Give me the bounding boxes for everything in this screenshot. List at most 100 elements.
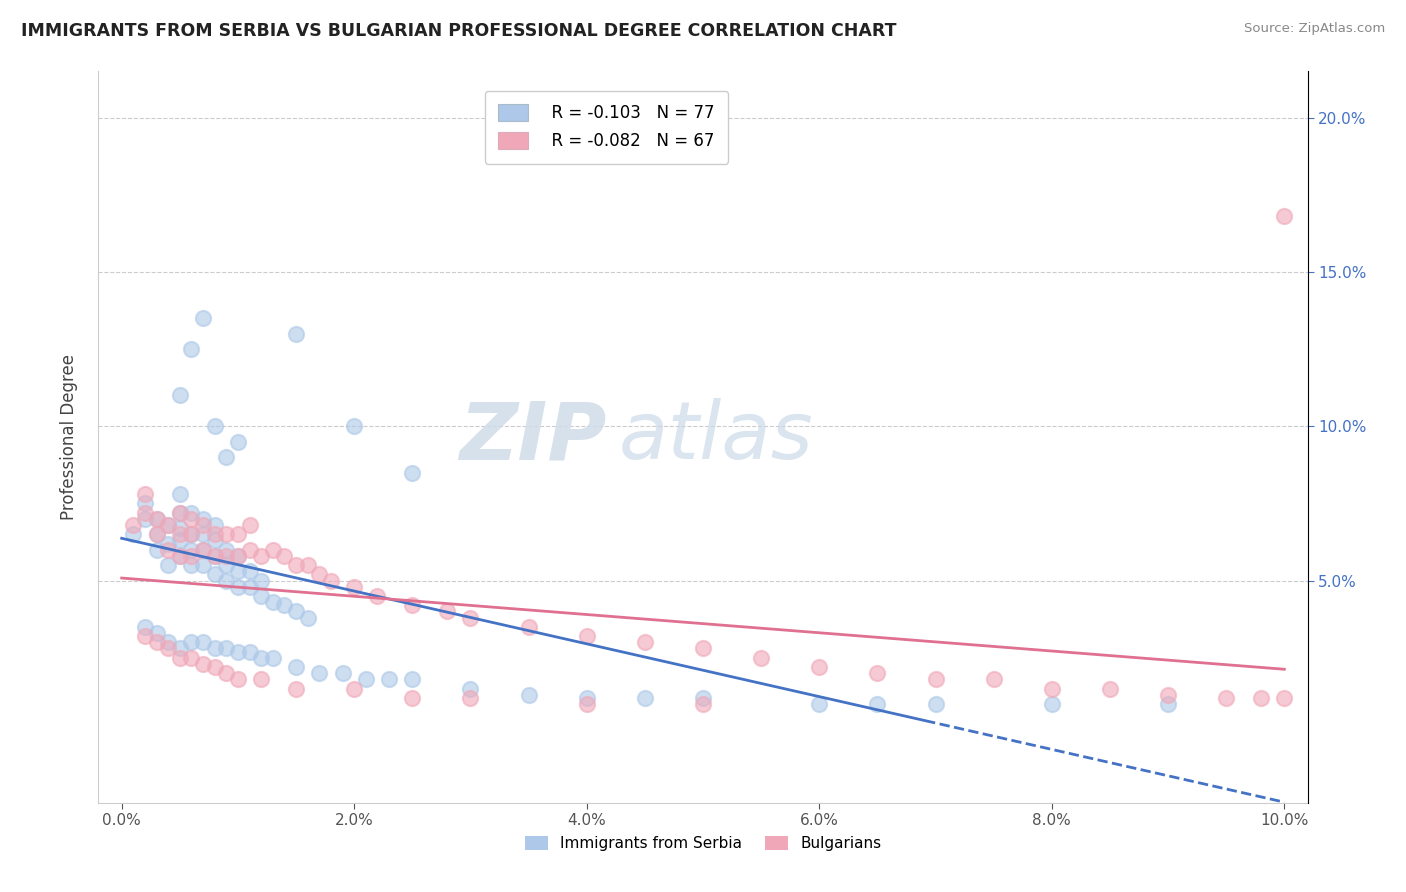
Point bbox=[262, 595, 284, 609]
Point bbox=[134, 512, 156, 526]
Point bbox=[215, 666, 238, 681]
Point bbox=[749, 650, 772, 665]
Point bbox=[204, 549, 226, 563]
Point bbox=[343, 419, 366, 434]
Point bbox=[808, 660, 831, 674]
Point bbox=[250, 549, 273, 563]
Point bbox=[285, 558, 308, 573]
Point bbox=[250, 589, 273, 603]
Point bbox=[169, 533, 191, 548]
Point bbox=[180, 527, 202, 541]
Point bbox=[262, 650, 284, 665]
Point bbox=[308, 666, 330, 681]
Point bbox=[191, 635, 214, 649]
Point bbox=[157, 558, 180, 573]
Point bbox=[169, 506, 191, 520]
Point bbox=[191, 527, 214, 541]
Point bbox=[169, 549, 191, 563]
Point bbox=[575, 697, 598, 711]
Point bbox=[191, 657, 214, 671]
Point bbox=[250, 673, 273, 687]
Point bbox=[1272, 690, 1295, 705]
Point bbox=[204, 567, 226, 582]
Point bbox=[169, 650, 191, 665]
Point bbox=[239, 518, 262, 533]
Point bbox=[285, 660, 308, 674]
Point bbox=[273, 549, 295, 563]
Point bbox=[180, 342, 202, 356]
Point bbox=[180, 512, 202, 526]
Point bbox=[215, 549, 238, 563]
Point bbox=[692, 641, 714, 656]
Point bbox=[157, 641, 180, 656]
Point bbox=[1272, 210, 1295, 224]
Point bbox=[169, 487, 191, 501]
Point bbox=[297, 558, 319, 573]
Point bbox=[191, 542, 214, 557]
Y-axis label: Professional Degree: Professional Degree bbox=[59, 354, 77, 520]
Legend: Immigrants from Serbia, Bulgarians: Immigrants from Serbia, Bulgarians bbox=[519, 830, 887, 857]
Point bbox=[169, 641, 191, 656]
Point bbox=[191, 311, 214, 326]
Point bbox=[122, 518, 145, 533]
Point bbox=[226, 549, 249, 563]
Point bbox=[262, 542, 284, 557]
Point bbox=[215, 558, 238, 573]
Point bbox=[180, 506, 202, 520]
Point bbox=[866, 697, 889, 711]
Point bbox=[866, 666, 889, 681]
Point bbox=[226, 434, 249, 449]
Point bbox=[157, 518, 180, 533]
Point bbox=[517, 620, 540, 634]
Point bbox=[191, 518, 214, 533]
Point bbox=[180, 542, 202, 557]
Point bbox=[1157, 688, 1180, 702]
Point bbox=[157, 542, 180, 557]
Point bbox=[134, 496, 156, 510]
Point bbox=[226, 549, 249, 563]
Point bbox=[1157, 697, 1180, 711]
Point bbox=[145, 512, 167, 526]
Point bbox=[575, 629, 598, 643]
Point bbox=[634, 690, 657, 705]
Point bbox=[191, 542, 214, 557]
Point bbox=[401, 673, 423, 687]
Point bbox=[250, 574, 273, 588]
Point bbox=[692, 697, 714, 711]
Point bbox=[1215, 690, 1237, 705]
Point bbox=[308, 567, 330, 582]
Point bbox=[239, 565, 262, 579]
Point bbox=[1040, 681, 1063, 696]
Point bbox=[215, 574, 238, 588]
Point bbox=[191, 512, 214, 526]
Point bbox=[343, 681, 366, 696]
Point bbox=[134, 506, 156, 520]
Point bbox=[575, 690, 598, 705]
Point bbox=[134, 629, 156, 643]
Point bbox=[204, 660, 226, 674]
Point bbox=[460, 690, 482, 705]
Point bbox=[180, 635, 202, 649]
Point bbox=[226, 644, 249, 658]
Point bbox=[145, 542, 167, 557]
Point bbox=[273, 599, 295, 613]
Point bbox=[1250, 690, 1272, 705]
Point bbox=[436, 604, 458, 618]
Point bbox=[332, 666, 354, 681]
Point bbox=[145, 527, 167, 541]
Point bbox=[285, 681, 308, 696]
Point bbox=[239, 644, 262, 658]
Point bbox=[169, 527, 191, 541]
Point bbox=[1040, 697, 1063, 711]
Point bbox=[157, 536, 180, 550]
Point bbox=[169, 506, 191, 520]
Point bbox=[319, 574, 342, 588]
Point bbox=[215, 450, 238, 464]
Point bbox=[204, 518, 226, 533]
Point bbox=[191, 558, 214, 573]
Point bbox=[297, 610, 319, 624]
Point bbox=[215, 641, 238, 656]
Text: IMMIGRANTS FROM SERBIA VS BULGARIAN PROFESSIONAL DEGREE CORRELATION CHART: IMMIGRANTS FROM SERBIA VS BULGARIAN PROF… bbox=[21, 22, 897, 40]
Text: Source: ZipAtlas.com: Source: ZipAtlas.com bbox=[1244, 22, 1385, 36]
Point bbox=[692, 690, 714, 705]
